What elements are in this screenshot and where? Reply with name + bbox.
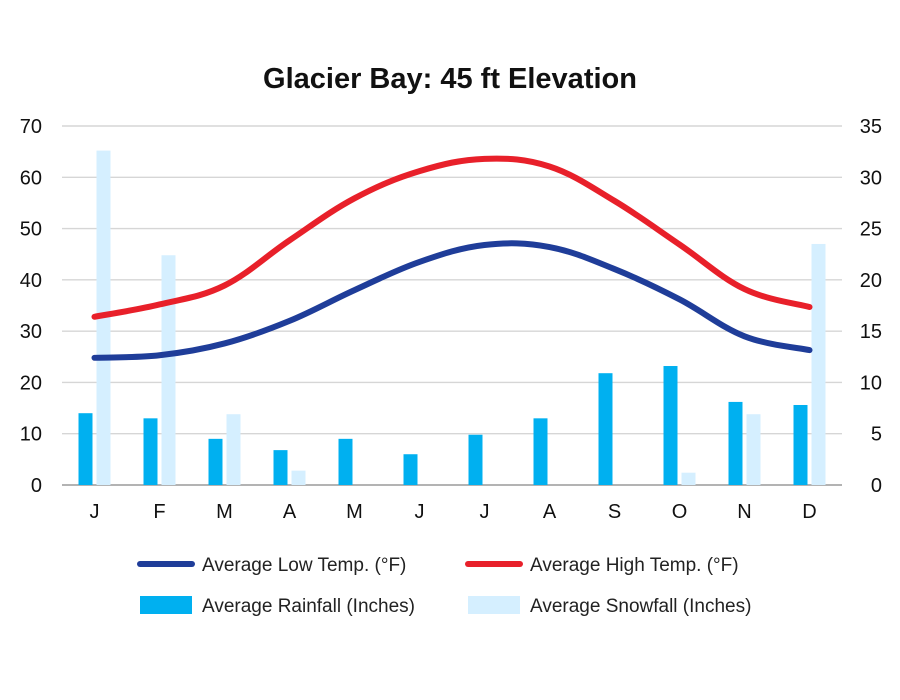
left-tick-label: 20: [20, 372, 42, 394]
legend-item: Average Rainfall (Inches): [140, 596, 415, 617]
legend-item: Average Snowfall (Inches): [468, 596, 751, 617]
chart-title: Glacier Bay: 45 ft Elevation: [263, 63, 637, 95]
rainfall-bar: [273, 450, 288, 485]
left-tick-label: 70: [20, 116, 42, 138]
x-tick-label: S: [608, 501, 621, 523]
rainfall-bar: [468, 434, 483, 485]
right-axis-ticks: 0 5 10 15 20 25 30 35: [860, 116, 882, 497]
rainfall-bar: [793, 404, 808, 485]
left-tick-label: 50: [20, 219, 42, 241]
rainfall-bar: [598, 373, 613, 485]
x-tick-label: M: [346, 501, 363, 523]
high-temp-line: [91, 155, 813, 320]
left-axis-ticks: 0 10 20 30 40 50 60 70: [20, 116, 42, 497]
right-tick-label: 20: [860, 270, 882, 292]
legend-label: Average Snowfall (Inches): [530, 596, 751, 617]
rainfall-bar: [208, 438, 223, 485]
left-tick-label: 30: [20, 321, 42, 343]
legend-item: Average Low Temp. (°F): [137, 555, 406, 576]
snowfall-bar: [681, 472, 696, 485]
legend-label: Average High Temp. (°F): [530, 555, 739, 576]
right-tick-label: 35: [860, 116, 882, 138]
x-tick-label: M: [216, 501, 233, 523]
right-tick-label: 5: [871, 424, 882, 446]
left-tick-label: 40: [20, 270, 42, 292]
legend-item: Average High Temp. (°F): [465, 555, 739, 576]
rainfall-bar: [663, 366, 678, 485]
left-tick-label: 0: [31, 475, 42, 497]
rainfall-bar: [403, 454, 418, 485]
right-tick-label: 10: [860, 372, 882, 394]
left-tick-label: 10: [20, 424, 42, 446]
x-tick-label: F: [153, 501, 165, 523]
right-tick-label: 25: [860, 219, 882, 241]
legend: Average Low Temp. (°F) Average High Temp.…: [137, 555, 751, 617]
rainfall-bar: [533, 418, 548, 485]
x-tick-label: J: [480, 501, 490, 523]
left-tick-label: 60: [20, 167, 42, 189]
x-tick-label: J: [90, 501, 100, 523]
legend-box-swatch: [140, 596, 192, 614]
rainfall-bar: [728, 401, 743, 485]
x-tick-label: A: [283, 501, 297, 523]
right-tick-label: 30: [860, 167, 882, 189]
x-tick-label: O: [672, 501, 688, 523]
legend-label: Average Low Temp. (°F): [202, 555, 406, 576]
rainfall-bar: [78, 413, 93, 485]
x-tick-label: J: [415, 501, 425, 523]
gridlines: [62, 125, 842, 486]
legend-box-swatch: [468, 596, 520, 614]
x-tick-label: N: [737, 501, 751, 523]
low-temp-line: [91, 240, 813, 361]
bars: [78, 150, 826, 486]
rainfall-bar: [143, 418, 158, 485]
snowfall-bar: [811, 243, 826, 485]
right-tick-label: 15: [860, 321, 882, 343]
snowfall-bar: [161, 255, 176, 485]
lines: [91, 155, 813, 361]
x-tick-label: D: [802, 501, 816, 523]
legend-label: Average Rainfall (Inches): [202, 596, 415, 617]
snowfall-bar: [291, 470, 306, 485]
x-tick-label: A: [543, 501, 557, 523]
rainfall-bar: [338, 438, 353, 485]
right-tick-label: 0: [871, 475, 882, 497]
snowfall-bar: [746, 414, 761, 485]
snowfall-bar: [226, 414, 241, 485]
